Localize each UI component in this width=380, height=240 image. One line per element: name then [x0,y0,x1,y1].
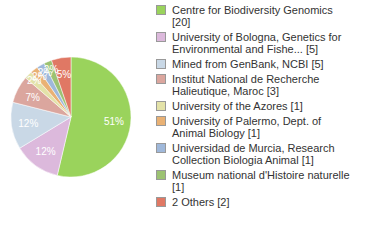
html-text:University of Palermo, Dept. o: University of Palermo, Dept. of Animal B… [172,115,322,139]
svg-text:12%: 12% [18,118,38,129]
svg-text:5%: 5% [57,69,72,80]
html-text:Centre for Biodiversity Genomi: Centre for Biodiversity Genomics [20] [172,4,333,28]
html-text:Museum national d'Histoire nat: Museum national d'Histoire naturelle [1] [172,169,350,193]
svg-text:7%: 7% [25,92,40,103]
html-text:University of the Azores [1]: University of the Azores [1] [172,100,303,112]
html-text:Institut National de Recherche: Institut National de Recherche Halieutiq… [172,73,320,97]
html-text:Universidad de Murcia, Researc: Universidad de Murcia, Research Collecti… [172,142,335,166]
html-text:University of Bologna, Genetic: University of Bologna, Genetics for Envi… [172,31,342,55]
html-text:Mined from GenBank, NCBI [5]: Mined from GenBank, NCBI [5] [172,58,324,70]
svg-text:12%: 12% [36,146,56,157]
svg-text:51%: 51% [104,116,124,127]
html-text:2 Others [2]: 2 Others [2] [172,196,230,208]
